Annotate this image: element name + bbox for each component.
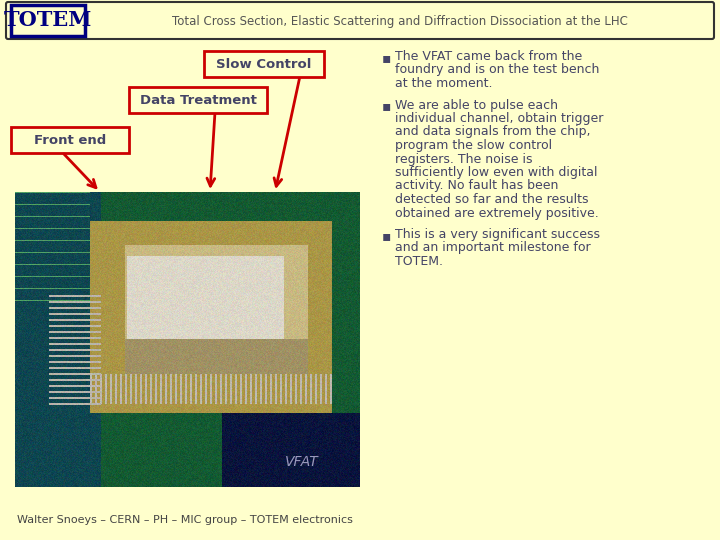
- Text: ▪: ▪: [382, 51, 392, 65]
- Text: ▪: ▪: [382, 229, 392, 243]
- FancyBboxPatch shape: [204, 51, 324, 77]
- Text: This is a very significant success: This is a very significant success: [395, 228, 600, 241]
- FancyBboxPatch shape: [129, 87, 267, 113]
- FancyBboxPatch shape: [6, 2, 714, 39]
- Text: and data signals from the chip,: and data signals from the chip,: [395, 125, 590, 138]
- Text: individual channel, obtain trigger: individual channel, obtain trigger: [395, 112, 603, 125]
- Text: The VFAT came back from the: The VFAT came back from the: [395, 50, 582, 63]
- Text: Total Cross Section, Elastic Scattering and Diffraction Dissociation at the LHC: Total Cross Section, Elastic Scattering …: [172, 15, 628, 28]
- FancyBboxPatch shape: [11, 5, 85, 36]
- Text: TOTEM: TOTEM: [4, 10, 92, 30]
- Text: program the slow control: program the slow control: [395, 139, 552, 152]
- Text: VFAT: VFAT: [285, 455, 319, 469]
- Text: at the moment.: at the moment.: [395, 77, 492, 90]
- Text: Data Treatment: Data Treatment: [140, 93, 256, 106]
- Text: activity. No fault has been: activity. No fault has been: [395, 179, 559, 192]
- Text: sufficiently low even with digital: sufficiently low even with digital: [395, 166, 598, 179]
- Text: TOTEM.: TOTEM.: [395, 255, 443, 268]
- FancyBboxPatch shape: [11, 127, 129, 153]
- Text: detected so far and the results: detected so far and the results: [395, 193, 588, 206]
- Text: Walter Snoeys – CERN – PH – MIC group – TOTEM electronics: Walter Snoeys – CERN – PH – MIC group – …: [17, 515, 353, 525]
- Text: obtained are extremely positive.: obtained are extremely positive.: [395, 206, 599, 219]
- Text: registers. The noise is: registers. The noise is: [395, 152, 533, 165]
- Text: Slow Control: Slow Control: [216, 57, 312, 71]
- Text: We are able to pulse each: We are able to pulse each: [395, 98, 558, 111]
- Text: Front end: Front end: [34, 133, 106, 146]
- Text: foundry and is on the test bench: foundry and is on the test bench: [395, 64, 599, 77]
- Text: and an important milestone for: and an important milestone for: [395, 241, 590, 254]
- Text: ▪: ▪: [382, 99, 392, 113]
